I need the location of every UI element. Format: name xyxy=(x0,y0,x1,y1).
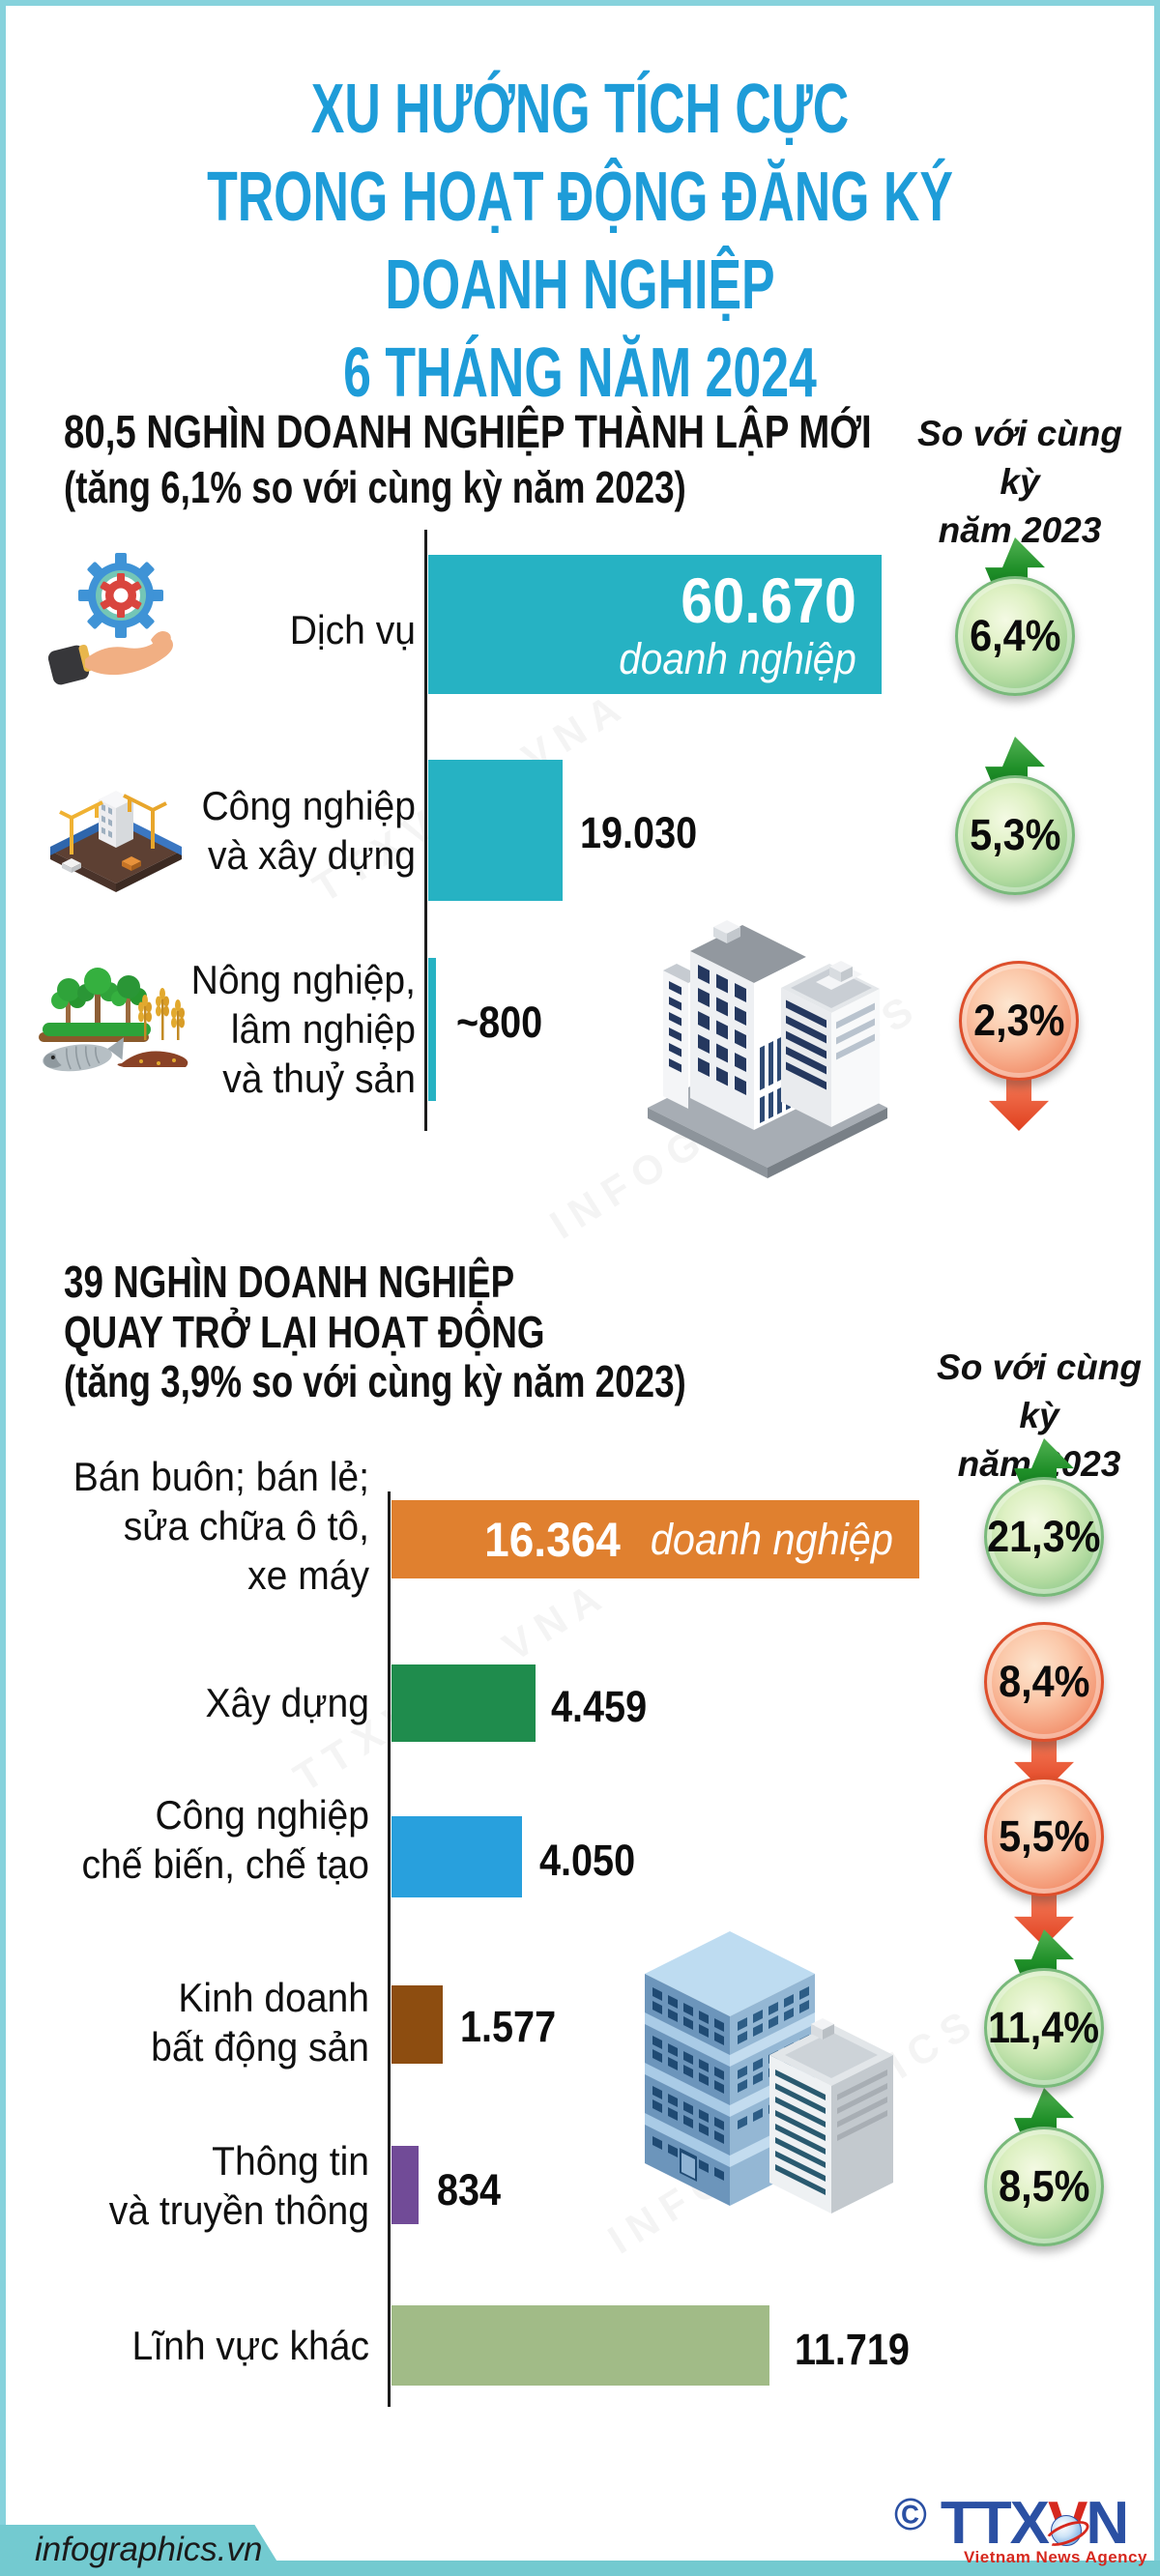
section2-row2-change-badge: 8,4% xyxy=(978,1622,1110,1792)
section1-subheading: (tăng 6,1% so với cùng kỳ năm 2023) xyxy=(64,462,686,512)
border-right xyxy=(1154,0,1160,2576)
badge-value: 11,4% xyxy=(988,2003,1100,2052)
section2-row1-value: 16.364 xyxy=(484,1512,622,1567)
section2-row6-label: Lĩnh vực khác xyxy=(131,2323,369,2368)
page-title: XU HƯỚNG TÍCH CỰC TRONG HOẠT ĐỘNG ĐĂNG K… xyxy=(0,66,1160,418)
section2-row4-label: Kinh doanh bất động sản xyxy=(151,1975,369,2069)
section1-row3-change-badge: 2,3% xyxy=(953,961,1085,1131)
page-title-line-3: 6 THÁNG NĂM 2024 xyxy=(343,334,817,412)
section2-row4-bar xyxy=(392,1985,443,2064)
logo-subtitle: Vietnam News Agency xyxy=(964,2548,1147,2566)
agriculture-forestry-fishery-icon xyxy=(39,968,188,1072)
logo-ttx: TTX xyxy=(940,2490,1050,2557)
section2-row3-label: Công nghiệp chế biến, chế tạo xyxy=(81,1792,369,1887)
footer-banner xyxy=(0,2525,286,2576)
section2-row4-change-badge: 11,4% xyxy=(978,1929,1110,2088)
copyright-icon: © xyxy=(894,2489,927,2539)
section2-heading: 39 NGHÌN DOANH NGHIỆP QUAY TRỞ LẠI HOẠT … xyxy=(64,1257,545,1357)
border-left xyxy=(0,0,6,2576)
section2-row3-change-badge: 5,5% xyxy=(978,1777,1110,1947)
section2-subheading: (tăng 3,9% so với cùng kỳ năm 2023) xyxy=(64,1356,686,1406)
section2-row3-bar xyxy=(392,1816,522,1897)
section2-row2-bar xyxy=(392,1664,536,1742)
section1-row3-bar xyxy=(428,958,436,1101)
section1-row2-bar xyxy=(428,760,563,901)
office-building-illustration xyxy=(648,920,887,1178)
section2-row1-bar: 16.364 doanh nghiệp xyxy=(392,1500,919,1578)
section2-row5-value: 834 xyxy=(437,2165,502,2214)
ttxvn-logo: ©TTXVN Vietnam News Agency xyxy=(894,2488,1155,2570)
section1-axis xyxy=(424,530,427,1131)
section2-row1-change-badge: 21,3% xyxy=(978,1438,1110,1597)
page-title-line-2: TRONG HOẠT ĐỘNG ĐĂNG KÝ DOANH NGHIỆP xyxy=(207,159,953,324)
badge-value: 5,5% xyxy=(998,1811,1090,1861)
site-credit: infographics.vn xyxy=(35,2531,263,2568)
globe-icon xyxy=(1051,2515,1082,2546)
section1-row2-label: Công nghiệp và xây dựng xyxy=(201,783,416,878)
badge-value: 5,3% xyxy=(969,810,1061,859)
section1-row3-value: ~800 xyxy=(456,998,543,1047)
border-top xyxy=(0,0,1160,6)
section1-row1-value: 60.670 xyxy=(681,564,856,636)
section1-heading: 80,5 NGHÌN DOANH NGHIỆP THÀNH LẬP MỚI xyxy=(64,407,872,458)
section1-row3-label: Nông nghiệp, lâm nghiệp và thuỷ sản xyxy=(190,957,416,1101)
badge-value: 8,4% xyxy=(998,1657,1090,1706)
section2-row2-label: Xây dựng xyxy=(205,1680,369,1725)
construction-site-icon xyxy=(50,791,182,892)
badge-value: 8,5% xyxy=(998,2161,1090,2211)
blue-buildings-illustration xyxy=(645,1931,893,2214)
page-title-line-1: XU HƯỚNG TÍCH CỰC xyxy=(310,71,850,148)
badge-value: 6,4% xyxy=(969,611,1061,660)
badge-value: 21,3% xyxy=(987,1512,1101,1561)
border-bottom xyxy=(0,2561,1160,2576)
soil-icon xyxy=(117,1051,188,1067)
wheat-icon xyxy=(138,988,185,1040)
section2-row5-change-badge: 8,5% xyxy=(978,2088,1110,2246)
section1-row1-bar: 60.670 doanh nghiệp xyxy=(428,555,882,694)
section1-row2-value: 19.030 xyxy=(580,808,698,857)
section1-compare-note: So với cùng kỳ năm 2023 xyxy=(917,414,1122,550)
section2-axis xyxy=(388,1491,391,2407)
services-gear-hand-icon xyxy=(48,553,173,685)
fish-icon xyxy=(43,1037,125,1072)
section1-row1-change-badge: 6,4% xyxy=(949,537,1081,696)
section1-row1-label: Dịch vụ xyxy=(289,607,416,652)
section2-row2-value: 4.459 xyxy=(551,1682,648,1731)
section2-row4-value: 1.577 xyxy=(460,2002,557,2051)
section2-row5-label: Thông tin và truyền thông xyxy=(108,2138,369,2233)
section2-row1-label: Bán buôn; bán lẻ; sửa chữa ô tô, xe máy xyxy=(72,1454,369,1598)
section2-row5-bar xyxy=(392,2146,419,2224)
section1-row2-change-badge: 5,3% xyxy=(949,737,1081,895)
section1-row1-unit: doanh nghiệp xyxy=(619,634,856,683)
section2-row6-value: 11.719 xyxy=(795,2325,910,2374)
badge-value: 2,3% xyxy=(972,996,1065,1045)
section2-row3-value: 4.050 xyxy=(539,1836,636,1885)
section2-row1-unit: doanh nghiệp xyxy=(651,1514,894,1564)
hand-icon xyxy=(48,631,173,685)
section2-row6-bar xyxy=(392,2305,769,2386)
logo-n: N xyxy=(1086,2490,1129,2557)
gear-icon xyxy=(78,553,163,638)
